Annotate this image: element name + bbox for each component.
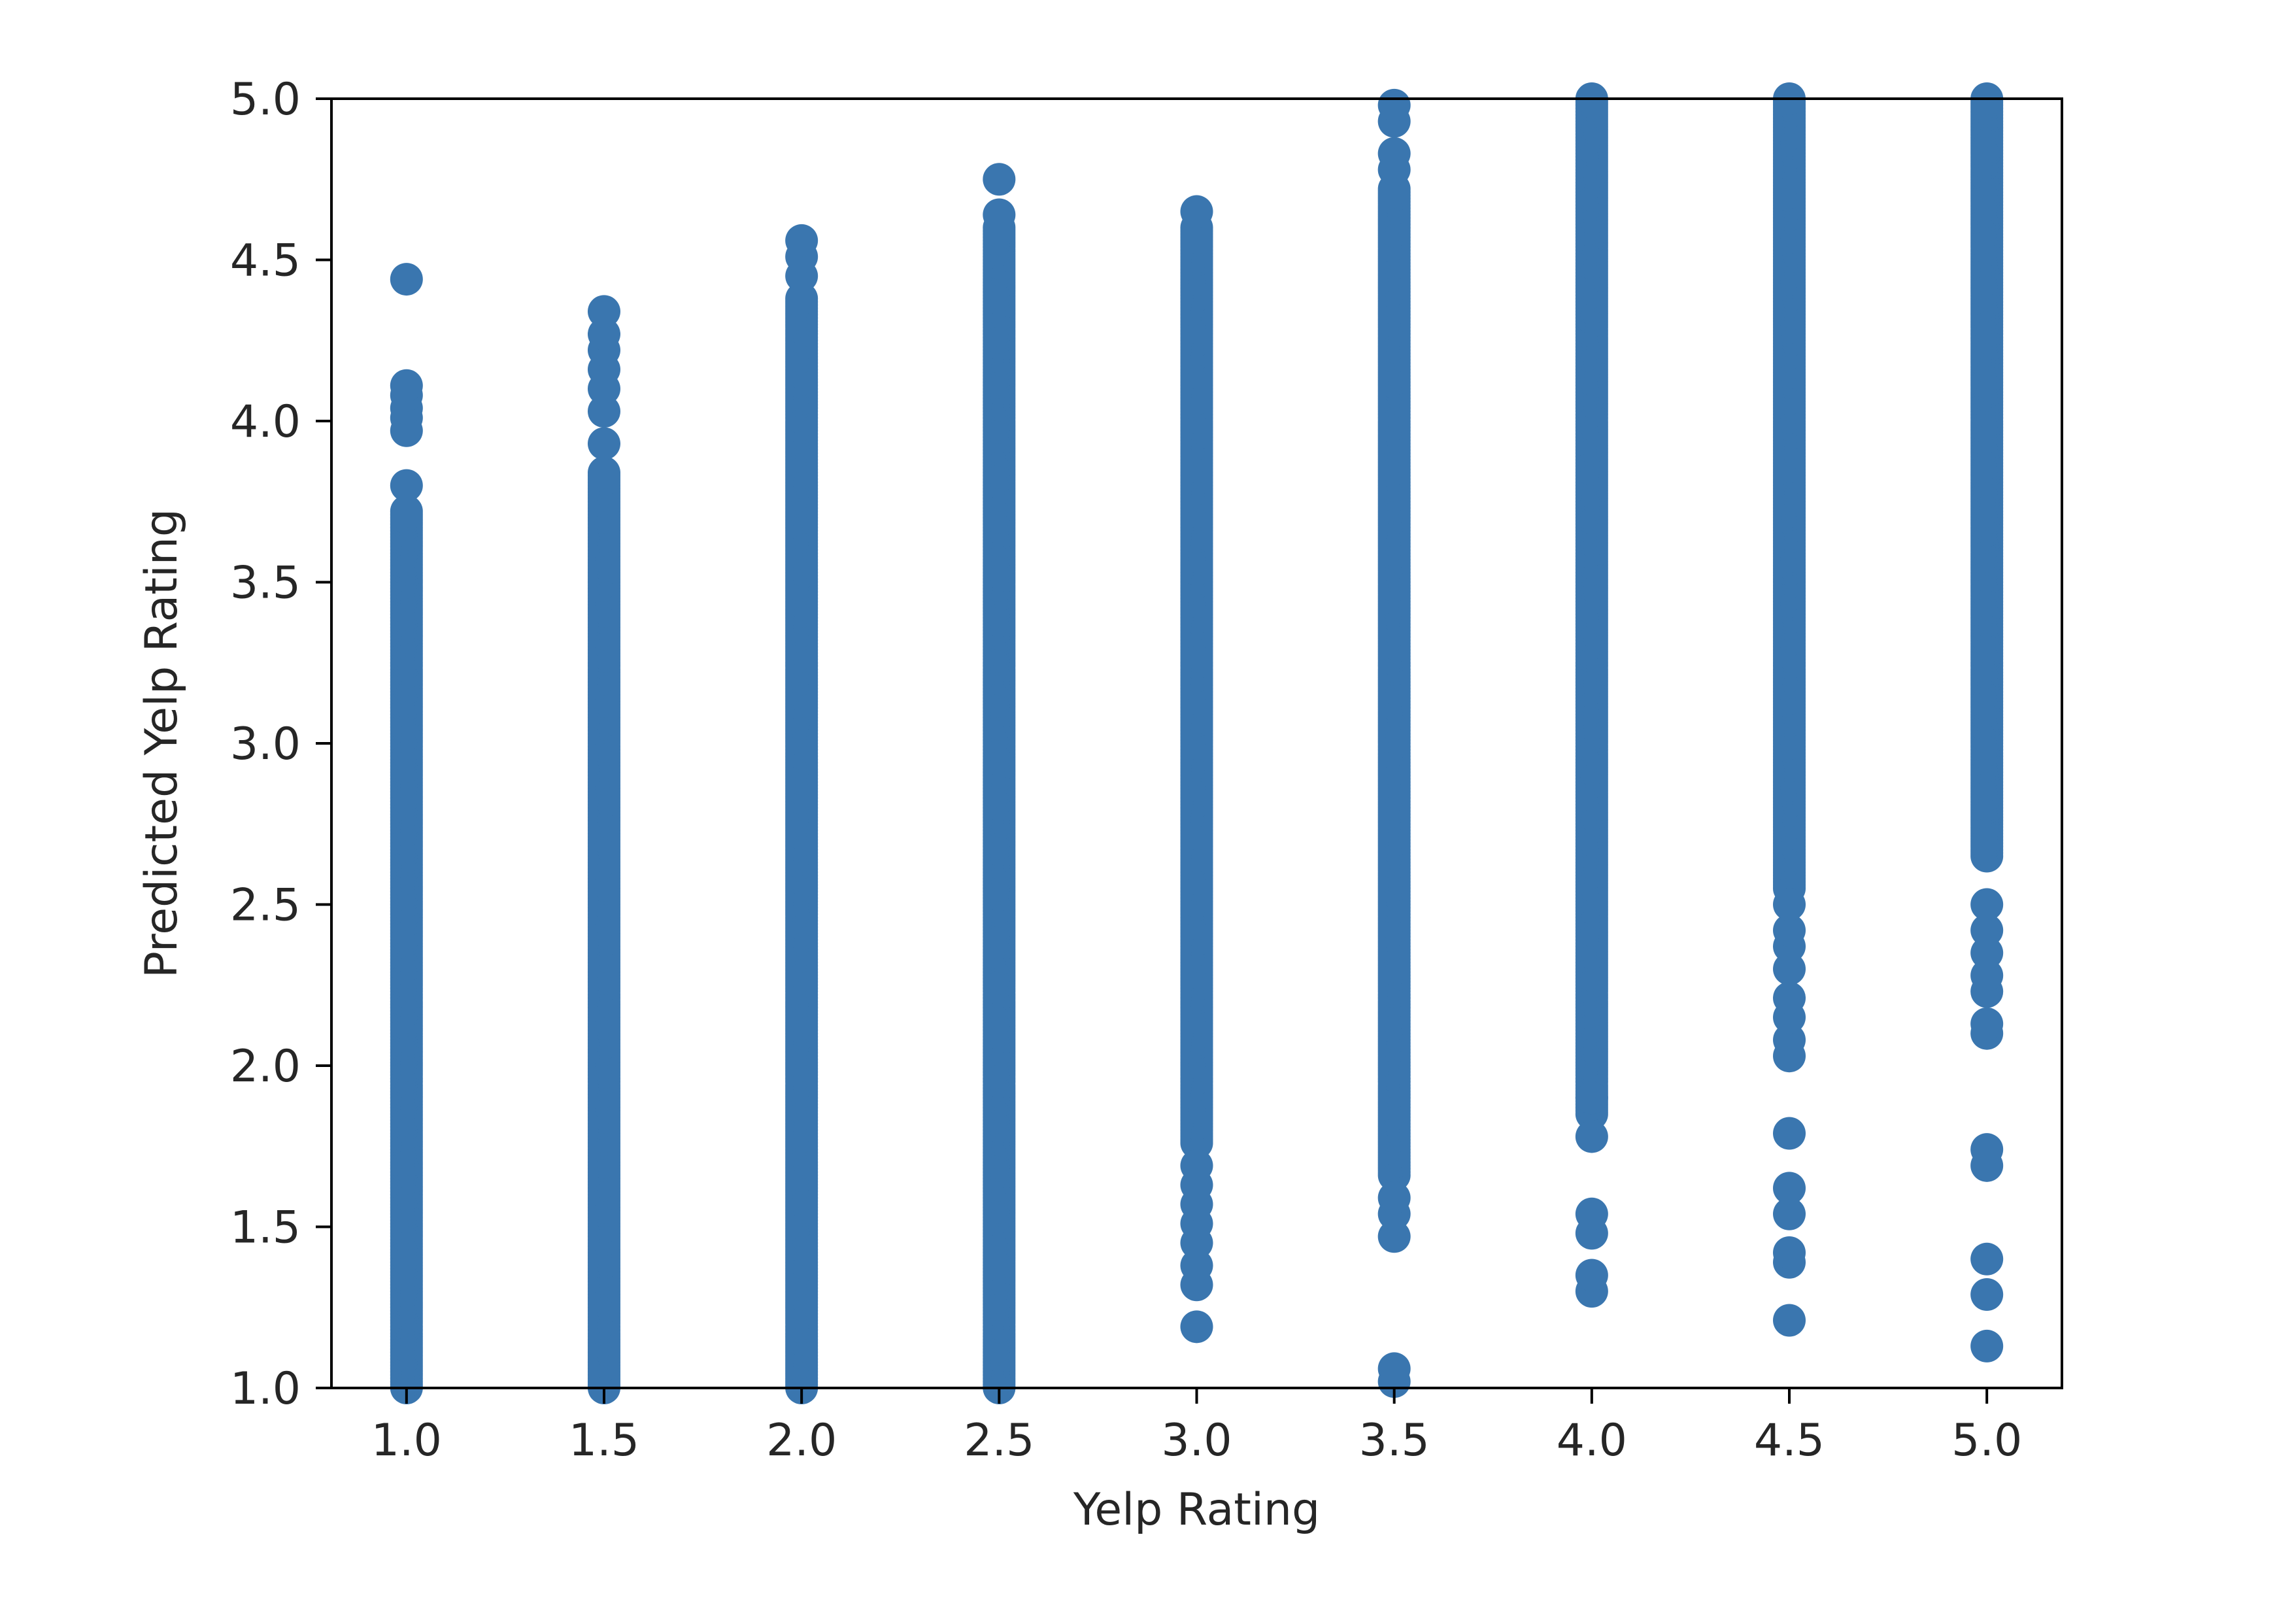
x-axis: 1.0 1.5 2.0 2.5 3.0 3.5 4.0 4.5 5.0 bbox=[371, 1388, 2022, 1466]
y-axis-label: Predicted Yelp Rating bbox=[136, 509, 188, 978]
y-tick-label: 5.0 bbox=[230, 74, 301, 126]
x-axis-label: Yelp Rating bbox=[1073, 1484, 1320, 1536]
data-point bbox=[1773, 888, 1806, 921]
data-point bbox=[785, 224, 818, 257]
data-point bbox=[390, 263, 423, 296]
x-tick-label: 4.5 bbox=[1754, 1415, 1825, 1466]
data-point bbox=[390, 495, 423, 528]
y-tick-label: 3.5 bbox=[230, 558, 301, 609]
data-point bbox=[1180, 1149, 1213, 1182]
data-point bbox=[1970, 1007, 2004, 1040]
y-tick-label: 1.0 bbox=[230, 1363, 301, 1415]
x-tick-label: 5.0 bbox=[1951, 1415, 2022, 1466]
data-points bbox=[390, 82, 2004, 1404]
data-point bbox=[1970, 1329, 2004, 1362]
data-point bbox=[785, 282, 818, 315]
y-tick-label: 4.0 bbox=[230, 396, 301, 448]
data-point bbox=[1773, 1236, 1806, 1269]
data-point bbox=[1970, 913, 2004, 947]
data-point bbox=[1773, 913, 1806, 947]
y-tick-label: 4.5 bbox=[230, 235, 301, 287]
data-point bbox=[1773, 953, 1806, 986]
data-point bbox=[1773, 1023, 1806, 1057]
data-point bbox=[587, 456, 620, 489]
data-point bbox=[1773, 1197, 1806, 1230]
x-tick-label: 2.5 bbox=[964, 1415, 1034, 1466]
data-point bbox=[1180, 1310, 1213, 1344]
data-point bbox=[1773, 1117, 1806, 1150]
data-point bbox=[1377, 1220, 1411, 1253]
data-point bbox=[1180, 195, 1213, 228]
data-point bbox=[587, 395, 620, 428]
x-tick-label: 3.0 bbox=[1161, 1415, 1232, 1466]
data-point bbox=[1970, 1133, 2004, 1166]
data-point bbox=[1377, 1352, 1411, 1385]
y-tick-label: 1.5 bbox=[230, 1202, 301, 1254]
data-point bbox=[983, 198, 1016, 231]
x-tick-label: 1.0 bbox=[371, 1415, 442, 1466]
data-point bbox=[1773, 1172, 1806, 1205]
x-tick-label: 3.5 bbox=[1359, 1415, 1430, 1466]
data-point bbox=[1970, 1278, 2004, 1311]
data-point bbox=[1575, 1197, 1608, 1230]
y-axis: 1.0 1.5 2.0 2.5 3.0 3.5 4.0 4.5 5.0 bbox=[230, 74, 331, 1415]
data-point bbox=[1773, 981, 1806, 1015]
y-tick-label: 3.0 bbox=[230, 719, 301, 770]
data-point bbox=[1377, 88, 1411, 122]
data-point bbox=[390, 369, 423, 402]
y-tick-label: 2.5 bbox=[230, 880, 301, 932]
data-point bbox=[1575, 1120, 1608, 1153]
x-tick-label: 1.5 bbox=[569, 1415, 639, 1466]
data-point bbox=[1970, 936, 2004, 970]
data-point bbox=[390, 469, 423, 502]
data-point bbox=[1970, 958, 2004, 992]
data-point bbox=[983, 163, 1016, 196]
data-point bbox=[587, 427, 620, 460]
data-point bbox=[1773, 1304, 1806, 1337]
data-point bbox=[1377, 137, 1411, 170]
y-tick-label: 2.0 bbox=[230, 1041, 301, 1092]
data-point bbox=[587, 295, 620, 328]
data-point bbox=[1377, 1181, 1411, 1215]
data-point bbox=[1180, 1249, 1213, 1282]
data-point bbox=[1970, 1242, 2004, 1276]
x-tick-label: 2.0 bbox=[766, 1415, 837, 1466]
data-point bbox=[1575, 1259, 1608, 1292]
data-point bbox=[1575, 1081, 1608, 1115]
data-point bbox=[587, 317, 620, 350]
data-point bbox=[1970, 888, 2004, 921]
x-tick-label: 4.0 bbox=[1557, 1415, 1627, 1466]
